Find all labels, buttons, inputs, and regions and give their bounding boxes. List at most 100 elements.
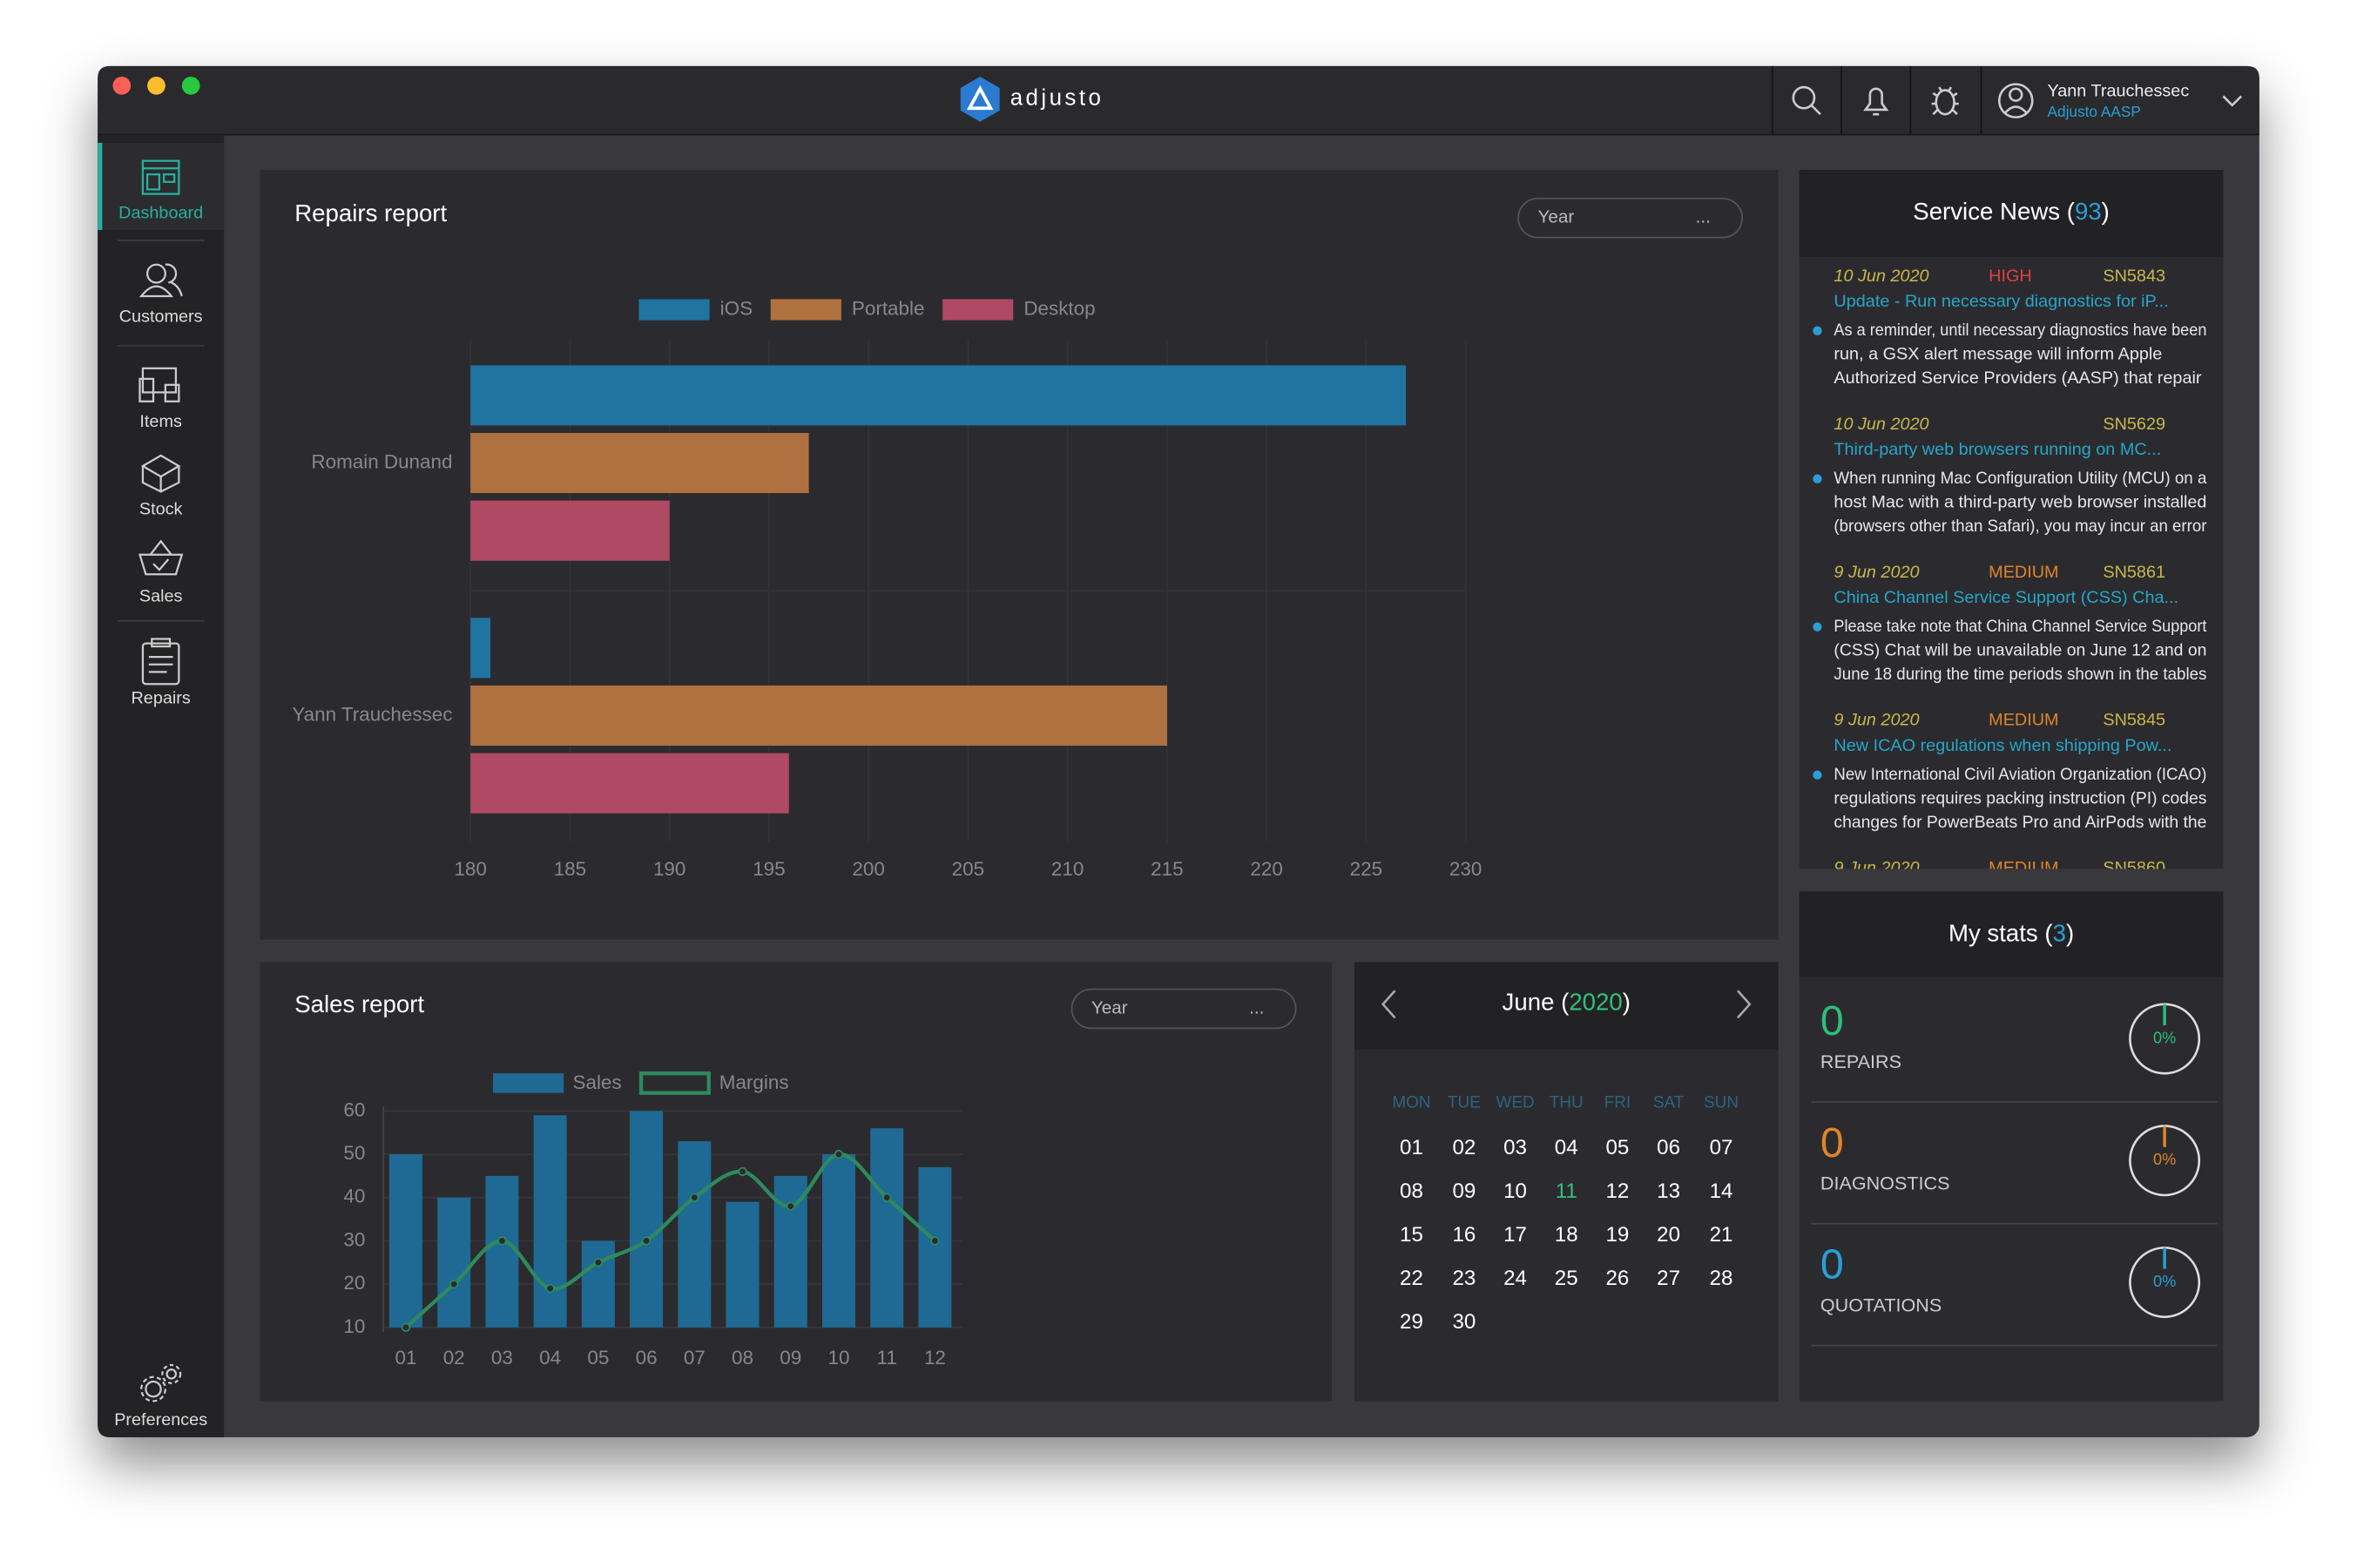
news-headline[interactable]: New ICAO regulations when shipping Pow..… xyxy=(1834,736,2171,755)
items-icon[interactable] xyxy=(138,367,180,402)
bar xyxy=(918,1166,952,1328)
calendar-day[interactable]: 05 xyxy=(1605,1136,1629,1159)
calendar-day[interactable]: 30 xyxy=(1452,1310,1476,1334)
dashboard-icon[interactable] xyxy=(141,159,180,195)
news-headline[interactable]: Third-party web browsers running on MC..… xyxy=(1834,440,2161,459)
x-tick-label: 12 xyxy=(924,1347,946,1369)
search-icon[interactable] xyxy=(1792,85,1821,116)
calendar-day[interactable]: 24 xyxy=(1503,1267,1527,1290)
minimize-button[interactable] xyxy=(147,77,165,95)
calendar-day[interactable]: 10 xyxy=(1503,1179,1527,1203)
news-id: SN5860 xyxy=(2103,859,2165,878)
line-point xyxy=(593,1258,604,1267)
news-date: 9 Jun 2020 xyxy=(1834,859,1919,878)
calendar-day[interactable]: 02 xyxy=(1452,1136,1476,1159)
stat-percent: 0% xyxy=(2153,1273,2176,1290)
calendar-day[interactable]: 27 xyxy=(1657,1267,1680,1290)
notifications-icon[interactable] xyxy=(1863,87,1889,116)
calendar-prev[interactable] xyxy=(1381,990,1396,1019)
calendar-day[interactable]: 21 xyxy=(1710,1223,1733,1247)
avatar-icon[interactable] xyxy=(1997,83,2034,118)
sales-icon[interactable] xyxy=(138,539,184,576)
calendar-day[interactable]: 17 xyxy=(1503,1223,1527,1247)
margins-line xyxy=(404,1152,936,1329)
calendar-day[interactable]: 29 xyxy=(1400,1310,1423,1334)
calendar-day[interactable]: 12 xyxy=(1605,1179,1629,1203)
y-tick-label: 30 xyxy=(343,1228,365,1250)
news-priority: MEDIUM xyxy=(1989,859,2058,878)
news-bullet xyxy=(1813,622,1822,632)
calendar-day[interactable]: 01 xyxy=(1400,1136,1423,1159)
line-point xyxy=(882,1193,892,1202)
nav-dashboard[interactable]: Dashboard xyxy=(118,203,203,222)
calendar-day[interactable]: 20 xyxy=(1657,1223,1680,1247)
news-id: SN5629 xyxy=(2103,415,2165,434)
news-body: Please take note that China Channel Serv… xyxy=(1834,617,2206,636)
news-headline[interactable]: China Channel Service Support (CSS) Cha.… xyxy=(1834,588,2178,607)
x-tick-label: 200 xyxy=(852,858,884,880)
repairs-filter[interactable] xyxy=(1517,197,1744,239)
calendar-day[interactable]: 26 xyxy=(1605,1267,1629,1290)
x-tick-label: 03 xyxy=(491,1347,513,1369)
news-bullet xyxy=(1813,770,1822,780)
calendar-day[interactable]: 11 xyxy=(1556,1179,1577,1203)
y-tick-label: 40 xyxy=(343,1186,365,1207)
calendar-day[interactable]: 07 xyxy=(1710,1136,1733,1159)
nav-repairs[interactable]: Repairs xyxy=(131,689,190,708)
calendar-day[interactable]: 25 xyxy=(1555,1267,1578,1290)
weekday: SAT xyxy=(1653,1094,1685,1112)
bar xyxy=(533,1115,567,1328)
calendar-day[interactable]: 18 xyxy=(1555,1223,1578,1247)
calendar-day[interactable]: 15 xyxy=(1400,1223,1423,1247)
calendar-day[interactable]: 13 xyxy=(1657,1179,1680,1203)
stat-label: DIAGNOSTICS xyxy=(1820,1173,1950,1194)
stock-icon[interactable] xyxy=(140,454,181,493)
calendar-day[interactable]: 14 xyxy=(1710,1179,1733,1203)
nav-items[interactable]: Items xyxy=(139,412,182,431)
calendar-day[interactable]: 09 xyxy=(1452,1179,1476,1203)
repairs-icon[interactable] xyxy=(141,638,180,686)
nav-sales[interactable]: Sales xyxy=(139,586,183,605)
bar xyxy=(470,433,809,494)
sales-filter[interactable] xyxy=(1070,988,1297,1030)
preferences-icon[interactable] xyxy=(140,1363,182,1402)
bar xyxy=(470,500,670,561)
line-point xyxy=(545,1283,555,1294)
bug-icon[interactable] xyxy=(1931,86,1959,116)
legend-label: iOS xyxy=(720,297,753,319)
nav-stock[interactable]: Stock xyxy=(139,499,183,518)
x-tick-label: 215 xyxy=(1151,858,1183,880)
calendar-next[interactable] xyxy=(1737,990,1752,1019)
toolbar-separators xyxy=(1771,65,1982,134)
customers-icon[interactable] xyxy=(138,263,183,298)
news-id: SN5861 xyxy=(2103,563,2165,582)
sidebar-separators xyxy=(117,240,205,622)
news-count: 93 xyxy=(2074,199,2102,226)
bar xyxy=(870,1128,904,1328)
news-body: New International Civil Aviation Organiz… xyxy=(1834,765,2206,784)
news-body: When running Mac Configuration Utility (… xyxy=(1834,469,2207,488)
user-menu-chevron[interactable] xyxy=(2222,95,2243,107)
calendar-day[interactable]: 28 xyxy=(1710,1267,1733,1290)
calendar-day[interactable]: 23 xyxy=(1452,1267,1476,1290)
close-button[interactable] xyxy=(112,77,132,95)
calendar-day[interactable]: 16 xyxy=(1452,1223,1476,1247)
calendar-day[interactable]: 06 xyxy=(1657,1136,1680,1159)
line-point xyxy=(497,1236,507,1246)
stats-title: My stats 3 xyxy=(1800,920,2224,950)
news-headline[interactable]: Update - Run necessary diagnostics for i… xyxy=(1834,292,2168,311)
calendar-day[interactable]: 22 xyxy=(1400,1267,1423,1290)
calendar-day[interactable]: 19 xyxy=(1605,1223,1629,1247)
stats-count: 3 xyxy=(2052,921,2066,948)
nav-preferences[interactable]: Preferences xyxy=(114,1410,207,1429)
calendar-day[interactable]: 08 xyxy=(1400,1179,1423,1203)
news-title: Service News 93 xyxy=(1800,199,2224,229)
calendar-day[interactable]: 03 xyxy=(1503,1136,1527,1159)
nav-customers[interactable]: Customers xyxy=(119,307,203,326)
calendar-day[interactable]: 04 xyxy=(1555,1136,1578,1159)
line-point xyxy=(786,1201,795,1211)
news-id: SN5843 xyxy=(2103,267,2165,286)
news-body: changes for PowerBeats Pro and AirPods w… xyxy=(1834,813,2206,832)
bar xyxy=(485,1175,519,1328)
maximize-button[interactable] xyxy=(181,77,200,95)
